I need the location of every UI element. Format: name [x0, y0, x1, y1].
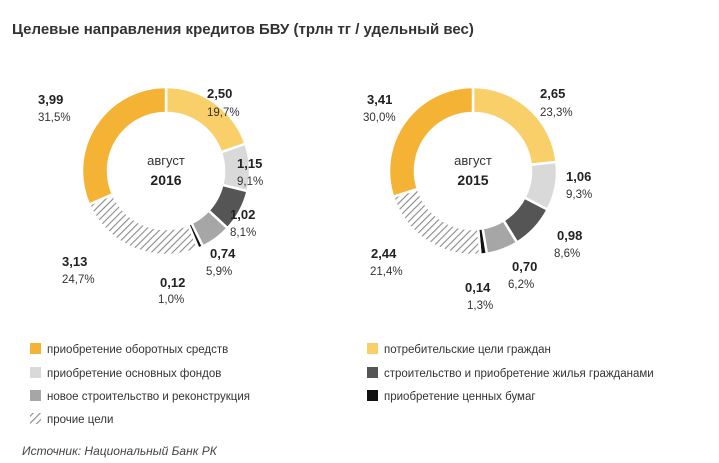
source-note: Источник: Национальный Банк РК	[22, 444, 218, 458]
slice-percent-label: 30,0%	[363, 112, 396, 124]
slice-value-label: 3,41	[367, 92, 392, 107]
legend-swatch	[30, 367, 41, 378]
slice-value-label: 0,74	[210, 246, 236, 261]
chart-title: Целевые направления кредитов БВУ (трлн т…	[12, 21, 474, 38]
slice-value-label: 0,14	[465, 280, 491, 295]
legend-swatch	[367, 390, 378, 401]
legend-item-other: прочие цели	[30, 413, 113, 426]
center-label-month: август	[147, 153, 185, 168]
slice-value-label: 2,44	[371, 246, 397, 261]
slice-value-label: 0,70	[512, 259, 537, 274]
slice-value-label: 2,65	[540, 86, 565, 101]
center-label-year: 2015	[457, 172, 488, 188]
donut-chart-2016: 2,50 19,7% 1,15 9,1% 1,02 8,1% 0,74 5,9% 0,12 1,0…	[38, 85, 263, 306]
legend-label: приобретение ценных бумаг	[384, 391, 536, 403]
donut-charts: 2,50 19,7% 1,15 9,1% 1,02 8,1% 0,74 5,9% 0,12 1,0…	[38, 85, 592, 312]
legend-label: потребительские цели граждан	[384, 344, 551, 356]
legend-label: строительство и приобретение жилья гражд…	[384, 368, 654, 380]
slice-percent-label: 8,1%	[230, 227, 256, 239]
slice-value-label: 3,99	[38, 92, 63, 107]
slice-percent-label: 1,3%	[467, 300, 493, 312]
slice-percent-label: 19,7%	[207, 107, 240, 119]
legend-label: приобретение основных фондов	[47, 368, 221, 380]
slice-value-label: 1,06	[566, 169, 591, 184]
slice-percent-label: 6,2%	[508, 279, 534, 291]
slice-percent-label: 9,3%	[566, 189, 592, 201]
slice-value-label: 1,02	[230, 207, 255, 222]
slice-value-label: 0,12	[160, 275, 185, 290]
legend-item-securities: приобретение ценных бумаг	[367, 390, 536, 403]
slice-value-label: 2,50	[207, 86, 232, 101]
legend-item-housing: строительство и приобретение жилья гражд…	[367, 367, 654, 380]
slice-percent-label: 24,7%	[62, 274, 95, 286]
slice-percent-label: 5,9%	[206, 266, 232, 278]
legend-item-new_construction: новое строительство и реконструкция	[30, 390, 250, 403]
slice-percent-label: 8,6%	[554, 248, 580, 260]
legend-swatch	[367, 367, 378, 378]
legend-item-working_capital: приобретение оборотных средств	[30, 343, 228, 356]
legend-swatch	[30, 390, 41, 401]
center-label-year: 2016	[150, 172, 181, 188]
legend-item-consumer: потребительские цели граждан	[367, 343, 551, 356]
slice-working_capital	[80, 85, 168, 207]
slice-percent-label: 9,1%	[237, 176, 263, 188]
legend-item-fixed_assets: приобретение основных фондов	[30, 367, 221, 380]
slice-percent-label: 1,0%	[158, 294, 184, 306]
slice-working_capital	[387, 85, 475, 199]
legend-label: прочие цели	[47, 414, 113, 426]
legend: приобретение оборотных средств потребител…	[30, 343, 654, 426]
donut-chart-2015: 2,65 23,3% 1,06 9,3% 0,98 8,6% 0,70 6,2% 0,14 1,3…	[363, 85, 592, 312]
slice-percent-label: 23,3%	[540, 107, 573, 119]
legend-swatch	[30, 413, 41, 424]
legend-swatch	[30, 343, 41, 354]
slice-value-label: 3,13	[62, 254, 87, 269]
legend-label: приобретение оборотных средств	[47, 344, 228, 356]
slice-percent-label: 31,5%	[38, 112, 71, 124]
legend-label: новое строительство и реконструкция	[47, 391, 250, 403]
slice-other	[391, 187, 482, 257]
slice-percent-label: 21,4%	[370, 266, 403, 278]
legend-swatch	[367, 343, 378, 354]
slice-other	[87, 192, 200, 257]
slice-value-label: 0,98	[557, 228, 582, 243]
slice-value-label: 1,15	[237, 156, 262, 171]
center-label-month: август	[454, 153, 492, 168]
slice-consumer	[164, 85, 248, 154]
